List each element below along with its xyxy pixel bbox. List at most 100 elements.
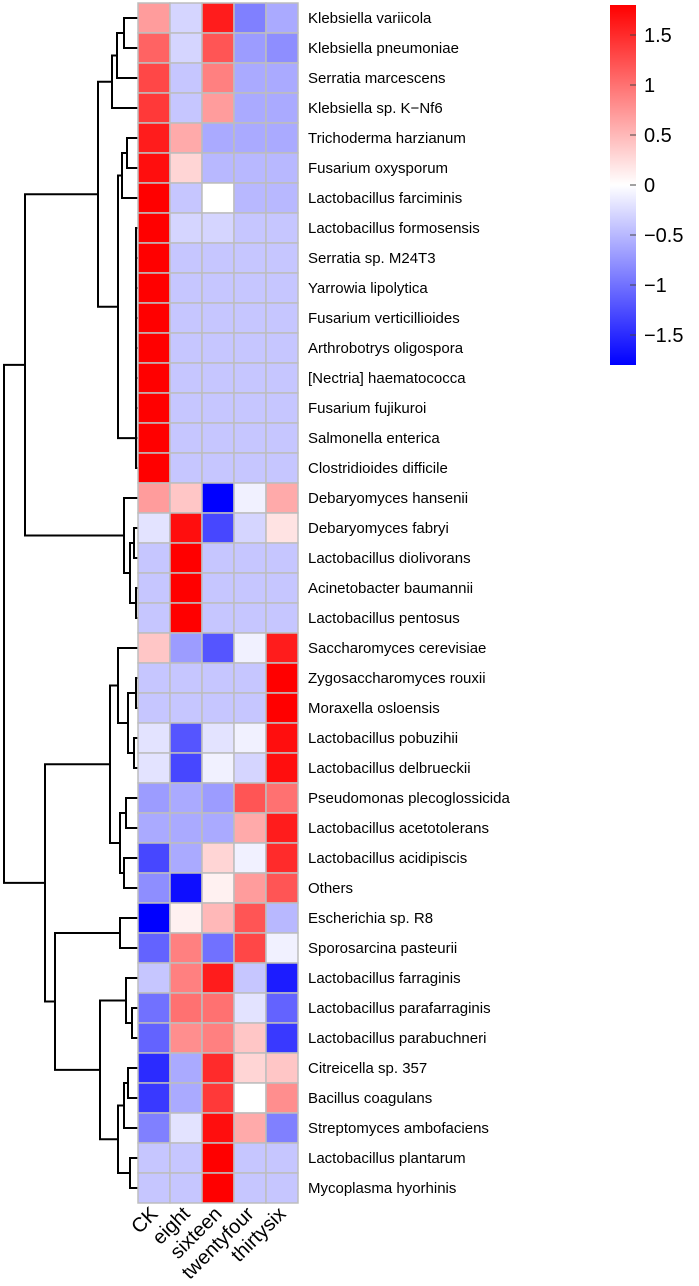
heatmap-cell: [233, 542, 267, 574]
dendrogram-branch: [129, 1157, 138, 1189]
heatmap-cell: [137, 212, 171, 244]
row-label: Bacillus coagulans: [308, 1090, 432, 1107]
heatmap-cell: [233, 902, 267, 934]
heatmap-cell: [233, 572, 267, 604]
heatmap-cell: [169, 1142, 203, 1174]
heatmap-cell: [265, 1052, 299, 1084]
heatmap-cell: [233, 932, 267, 964]
heatmap-cell: [169, 422, 203, 454]
dendrogram-branch: [24, 193, 124, 537]
row-label: Others: [308, 880, 353, 897]
heatmap-cell: [137, 62, 171, 94]
heatmap-cell: [137, 692, 171, 724]
row-label: Fusarium oxysporum: [308, 160, 448, 177]
heatmap-cell: [137, 272, 171, 304]
heatmap-cell: [201, 1052, 235, 1084]
heatmap-cell: [137, 32, 171, 64]
heatmap-cell: [233, 632, 267, 664]
heatmap-cell: [169, 242, 203, 274]
heatmap-cell: [265, 1142, 299, 1174]
heatmap-cell: [233, 692, 267, 724]
heatmap-cell: [233, 1172, 267, 1204]
heatmap-cell: [201, 182, 235, 214]
heatmap-cell: [169, 512, 203, 544]
heatmap-cell: [201, 602, 235, 634]
heatmap-cell: [265, 32, 299, 64]
heatmap-cell: [137, 302, 171, 334]
heatmap-cell: [265, 1112, 299, 1144]
heatmap-cell: [169, 812, 203, 844]
row-labels: Klebsiella variicola Klebsiella pneumonia…: [308, 10, 510, 1197]
heatmap-cell: [137, 602, 171, 634]
heatmap-cell: [233, 152, 267, 184]
heatmap-cell: [169, 362, 203, 394]
heatmap-cell: [137, 872, 171, 904]
heatmap-cell: [169, 452, 203, 484]
heatmap-cell: [137, 782, 171, 814]
heatmap-cell: [169, 92, 203, 124]
heatmap-cell: [233, 842, 267, 874]
heatmap-cell: [201, 992, 235, 1024]
heatmap-cell: [233, 872, 267, 904]
heatmap-cell: [233, 1052, 267, 1084]
dendrogram-branch: [97, 80, 118, 308]
heatmap-cell: [233, 1112, 267, 1144]
heatmap-cell: [265, 122, 299, 154]
row-label: Lactobacillus pentosus: [308, 610, 460, 627]
heatmap-cell: [169, 872, 203, 904]
heatmap-cell: [201, 782, 235, 814]
dendrogram-branch: [3, 363, 45, 884]
heatmap-cell: [265, 692, 299, 724]
heatmap-cell: [233, 242, 267, 274]
heatmap-cell: [201, 752, 235, 784]
heatmap-cell: [137, 1172, 171, 1204]
heatmap-cell: [169, 332, 203, 364]
heatmap-cell: [265, 992, 299, 1024]
row-label: Klebsiella sp. K−Nf6: [308, 100, 443, 117]
heatmap-cell: [201, 1142, 235, 1174]
heatmap-cell: [169, 32, 203, 64]
heatmap-cell: [169, 1082, 203, 1114]
heatmap-cell: [233, 1082, 267, 1114]
dendrogram-branch: [123, 857, 138, 889]
heatmap-cell: [265, 812, 299, 844]
heatmap-cell: [233, 452, 267, 484]
heatmap-cell: [169, 212, 203, 244]
row-label: Citreicella sp. 357: [308, 1060, 427, 1077]
heatmap-cell: [265, 92, 299, 124]
heatmap-cell: [233, 32, 267, 64]
dendrogram-branch: [117, 174, 136, 440]
heatmap-cell: [169, 542, 203, 574]
heatmap-cell: [169, 392, 203, 424]
heatmap-cells: [137, 2, 299, 1204]
row-label: Lactobacillus parabuchneri: [308, 1030, 486, 1047]
heatmap-cell: [265, 482, 299, 514]
heatmap-cell: [201, 1082, 235, 1114]
heatmap-cell: [169, 692, 203, 724]
heatmap-cell: [137, 1022, 171, 1054]
heatmap-cell: [201, 872, 235, 904]
heatmap-cell: [201, 1022, 235, 1054]
row-label: Arthrobotrys oligospora: [308, 340, 464, 357]
colorbar-tick-label: −1.5: [644, 325, 683, 347]
heatmap-cell: [169, 842, 203, 874]
heatmap-cell: [137, 572, 171, 604]
row-dendrogram: [3, 17, 138, 1189]
heatmap-cell: [265, 662, 299, 694]
row-label: Serratia sp. M24T3: [308, 250, 436, 267]
heatmap-cell: [169, 482, 203, 514]
row-label: Lactobacillus acetotolerans: [308, 820, 489, 837]
colorbar-tick-label: 1: [644, 75, 655, 97]
row-label: Streptomyces ambofaciens: [308, 1120, 489, 1137]
heatmap-cell: [137, 662, 171, 694]
heatmap-cell: [201, 242, 235, 274]
heatmap-cell: [201, 152, 235, 184]
row-label: Debaryomyces fabryi: [308, 520, 449, 537]
colorbar-tick-label: −0.5: [644, 225, 683, 247]
heatmap-cell: [233, 752, 267, 784]
heatmap-cell: [137, 812, 171, 844]
heatmap-cell: [169, 152, 203, 184]
heatmap-cell: [201, 842, 235, 874]
heatmap-cell: [265, 572, 299, 604]
heatmap-cell: [201, 2, 235, 34]
